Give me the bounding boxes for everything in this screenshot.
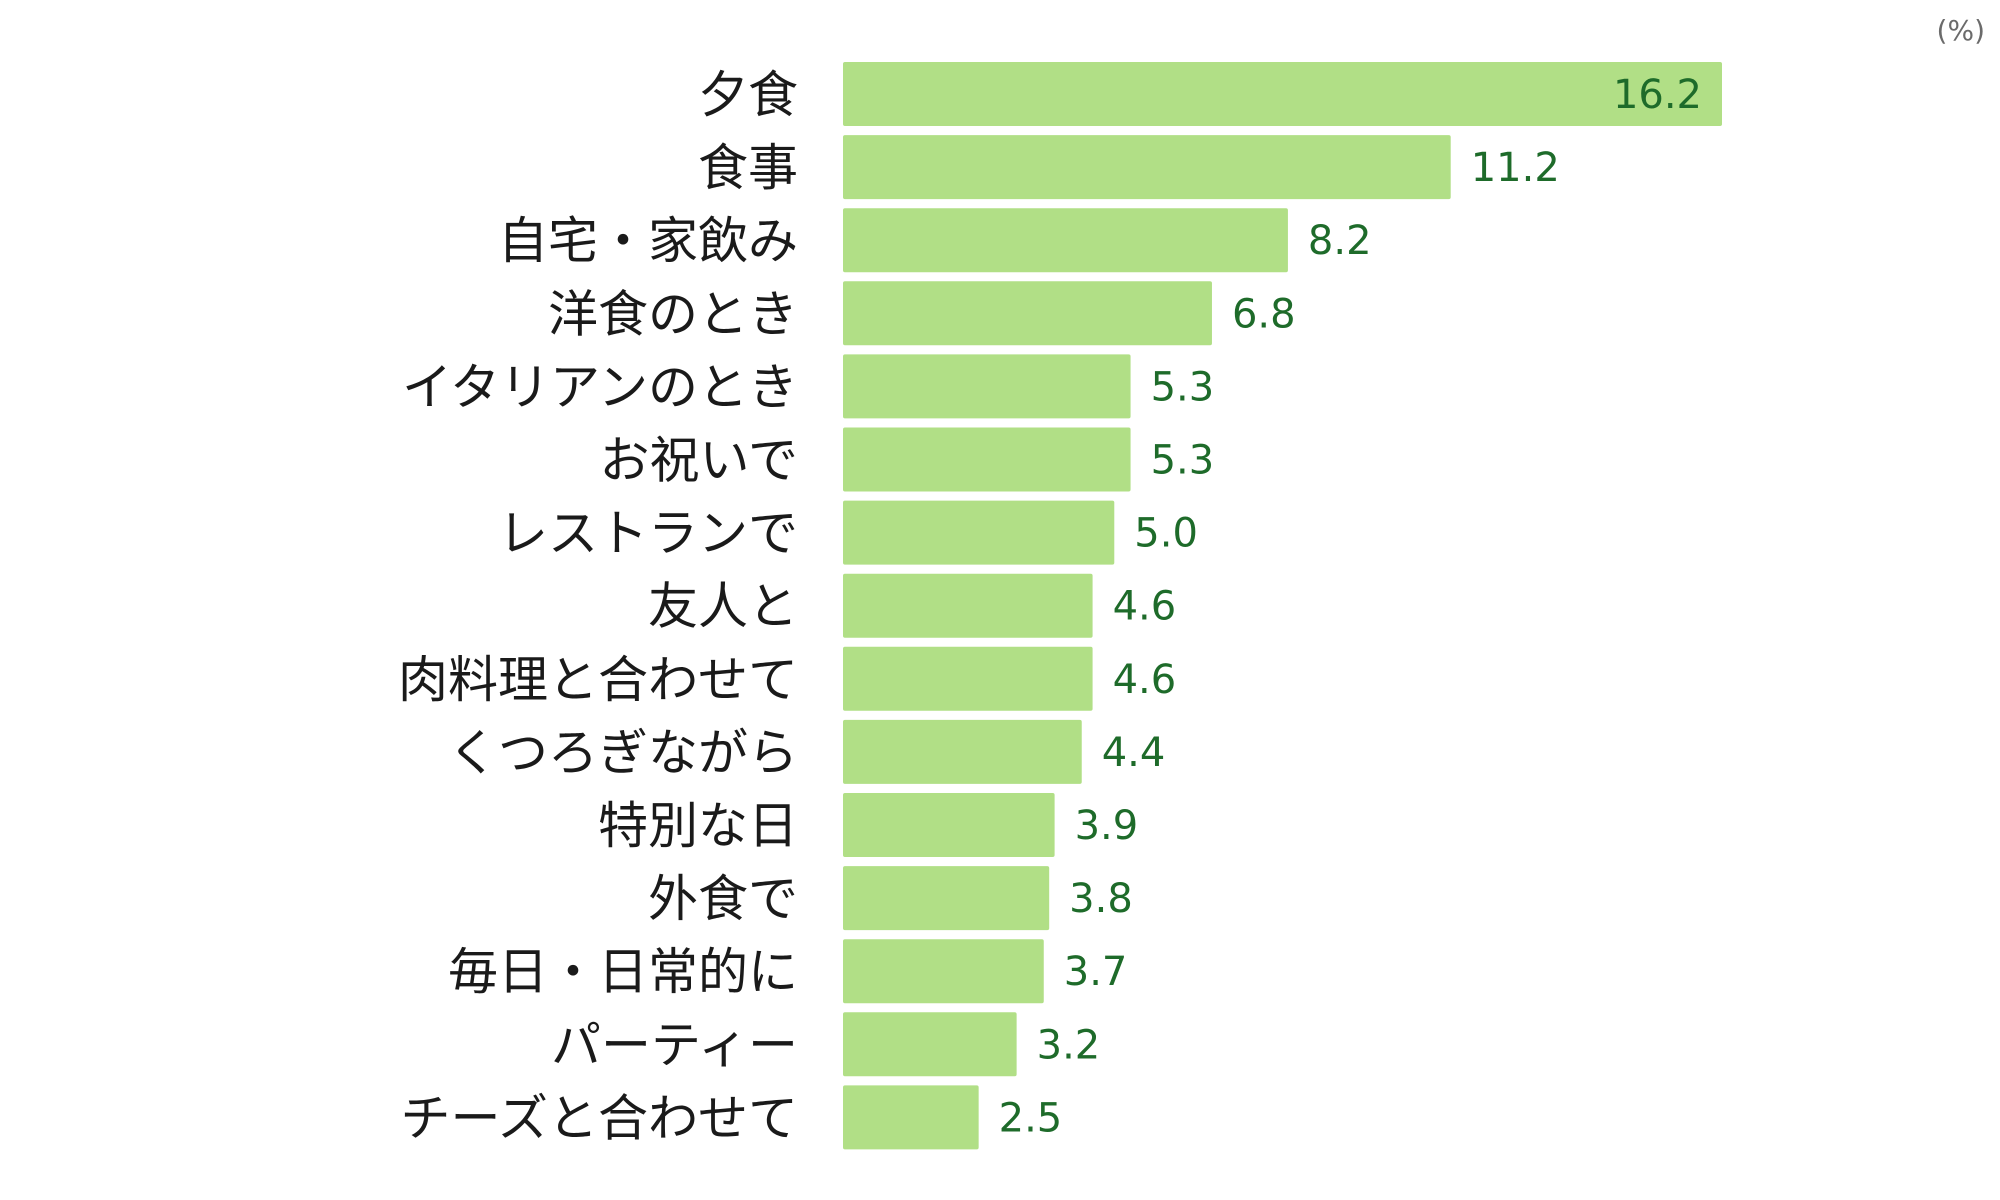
value-label: 3.9 (1075, 803, 1139, 849)
bar-14 (843, 1085, 979, 1150)
bar-11 (843, 866, 1050, 931)
category-label: 夕食 (698, 66, 798, 124)
category-label: くつろぎながら (448, 724, 798, 782)
category-label: イタリアンのとき (402, 358, 798, 416)
category-label: チーズと合わせて (401, 1089, 799, 1147)
bar-10 (843, 793, 1055, 857)
bar-3 (843, 281, 1212, 346)
value-label: 5.3 (1151, 364, 1215, 410)
value-label: 4.4 (1102, 730, 1166, 776)
category-label: 毎日・日常的に (448, 943, 798, 1001)
value-label: 3.7 (1064, 949, 1128, 995)
bar-0 (843, 62, 1722, 126)
bar-8 (843, 646, 1093, 711)
unit-label: (%) (1937, 14, 1985, 47)
bar-4 (843, 354, 1131, 419)
bar-2 (843, 208, 1288, 273)
bars-group: 夕食 16.2 食事 11.2 自宅・家飲み 8.2 洋食のとき 6.8 イタリアンのとき 5.3… (398, 62, 1722, 1150)
bar-13 (843, 1012, 1017, 1077)
value-label: 8.2 (1308, 218, 1372, 264)
value-label: 16.2 (1613, 72, 1702, 118)
value-label: 4.6 (1113, 584, 1177, 630)
category-label: レストランで (498, 505, 798, 563)
category-label: お祝いで (600, 432, 799, 490)
bar-5 (843, 427, 1131, 492)
bar-1 (843, 135, 1451, 200)
value-label: 5.0 (1134, 511, 1198, 557)
value-label: 5.3 (1151, 438, 1215, 484)
value-label: 11.2 (1471, 145, 1560, 191)
bar-7 (843, 573, 1093, 638)
bar-9 (843, 719, 1082, 784)
value-label: 2.5 (999, 1095, 1063, 1141)
bar-12 (843, 939, 1044, 1004)
category-label: パーティー (551, 1016, 798, 1074)
category-label: 洋食のとき (548, 285, 798, 343)
value-label: 3.8 (1069, 876, 1133, 922)
bar-6 (843, 500, 1115, 565)
category-label: 友人と (648, 578, 798, 636)
value-label: 6.8 (1232, 291, 1296, 337)
category-label: 自宅・家飲み (498, 212, 798, 270)
category-label: 特別な日 (598, 797, 798, 855)
category-label: 食事 (698, 139, 798, 197)
value-label: 3.2 (1037, 1022, 1101, 1068)
value-label: 4.6 (1113, 657, 1177, 703)
category-label: 外食で (648, 870, 798, 928)
category-label: 肉料理と合わせて (398, 651, 798, 709)
